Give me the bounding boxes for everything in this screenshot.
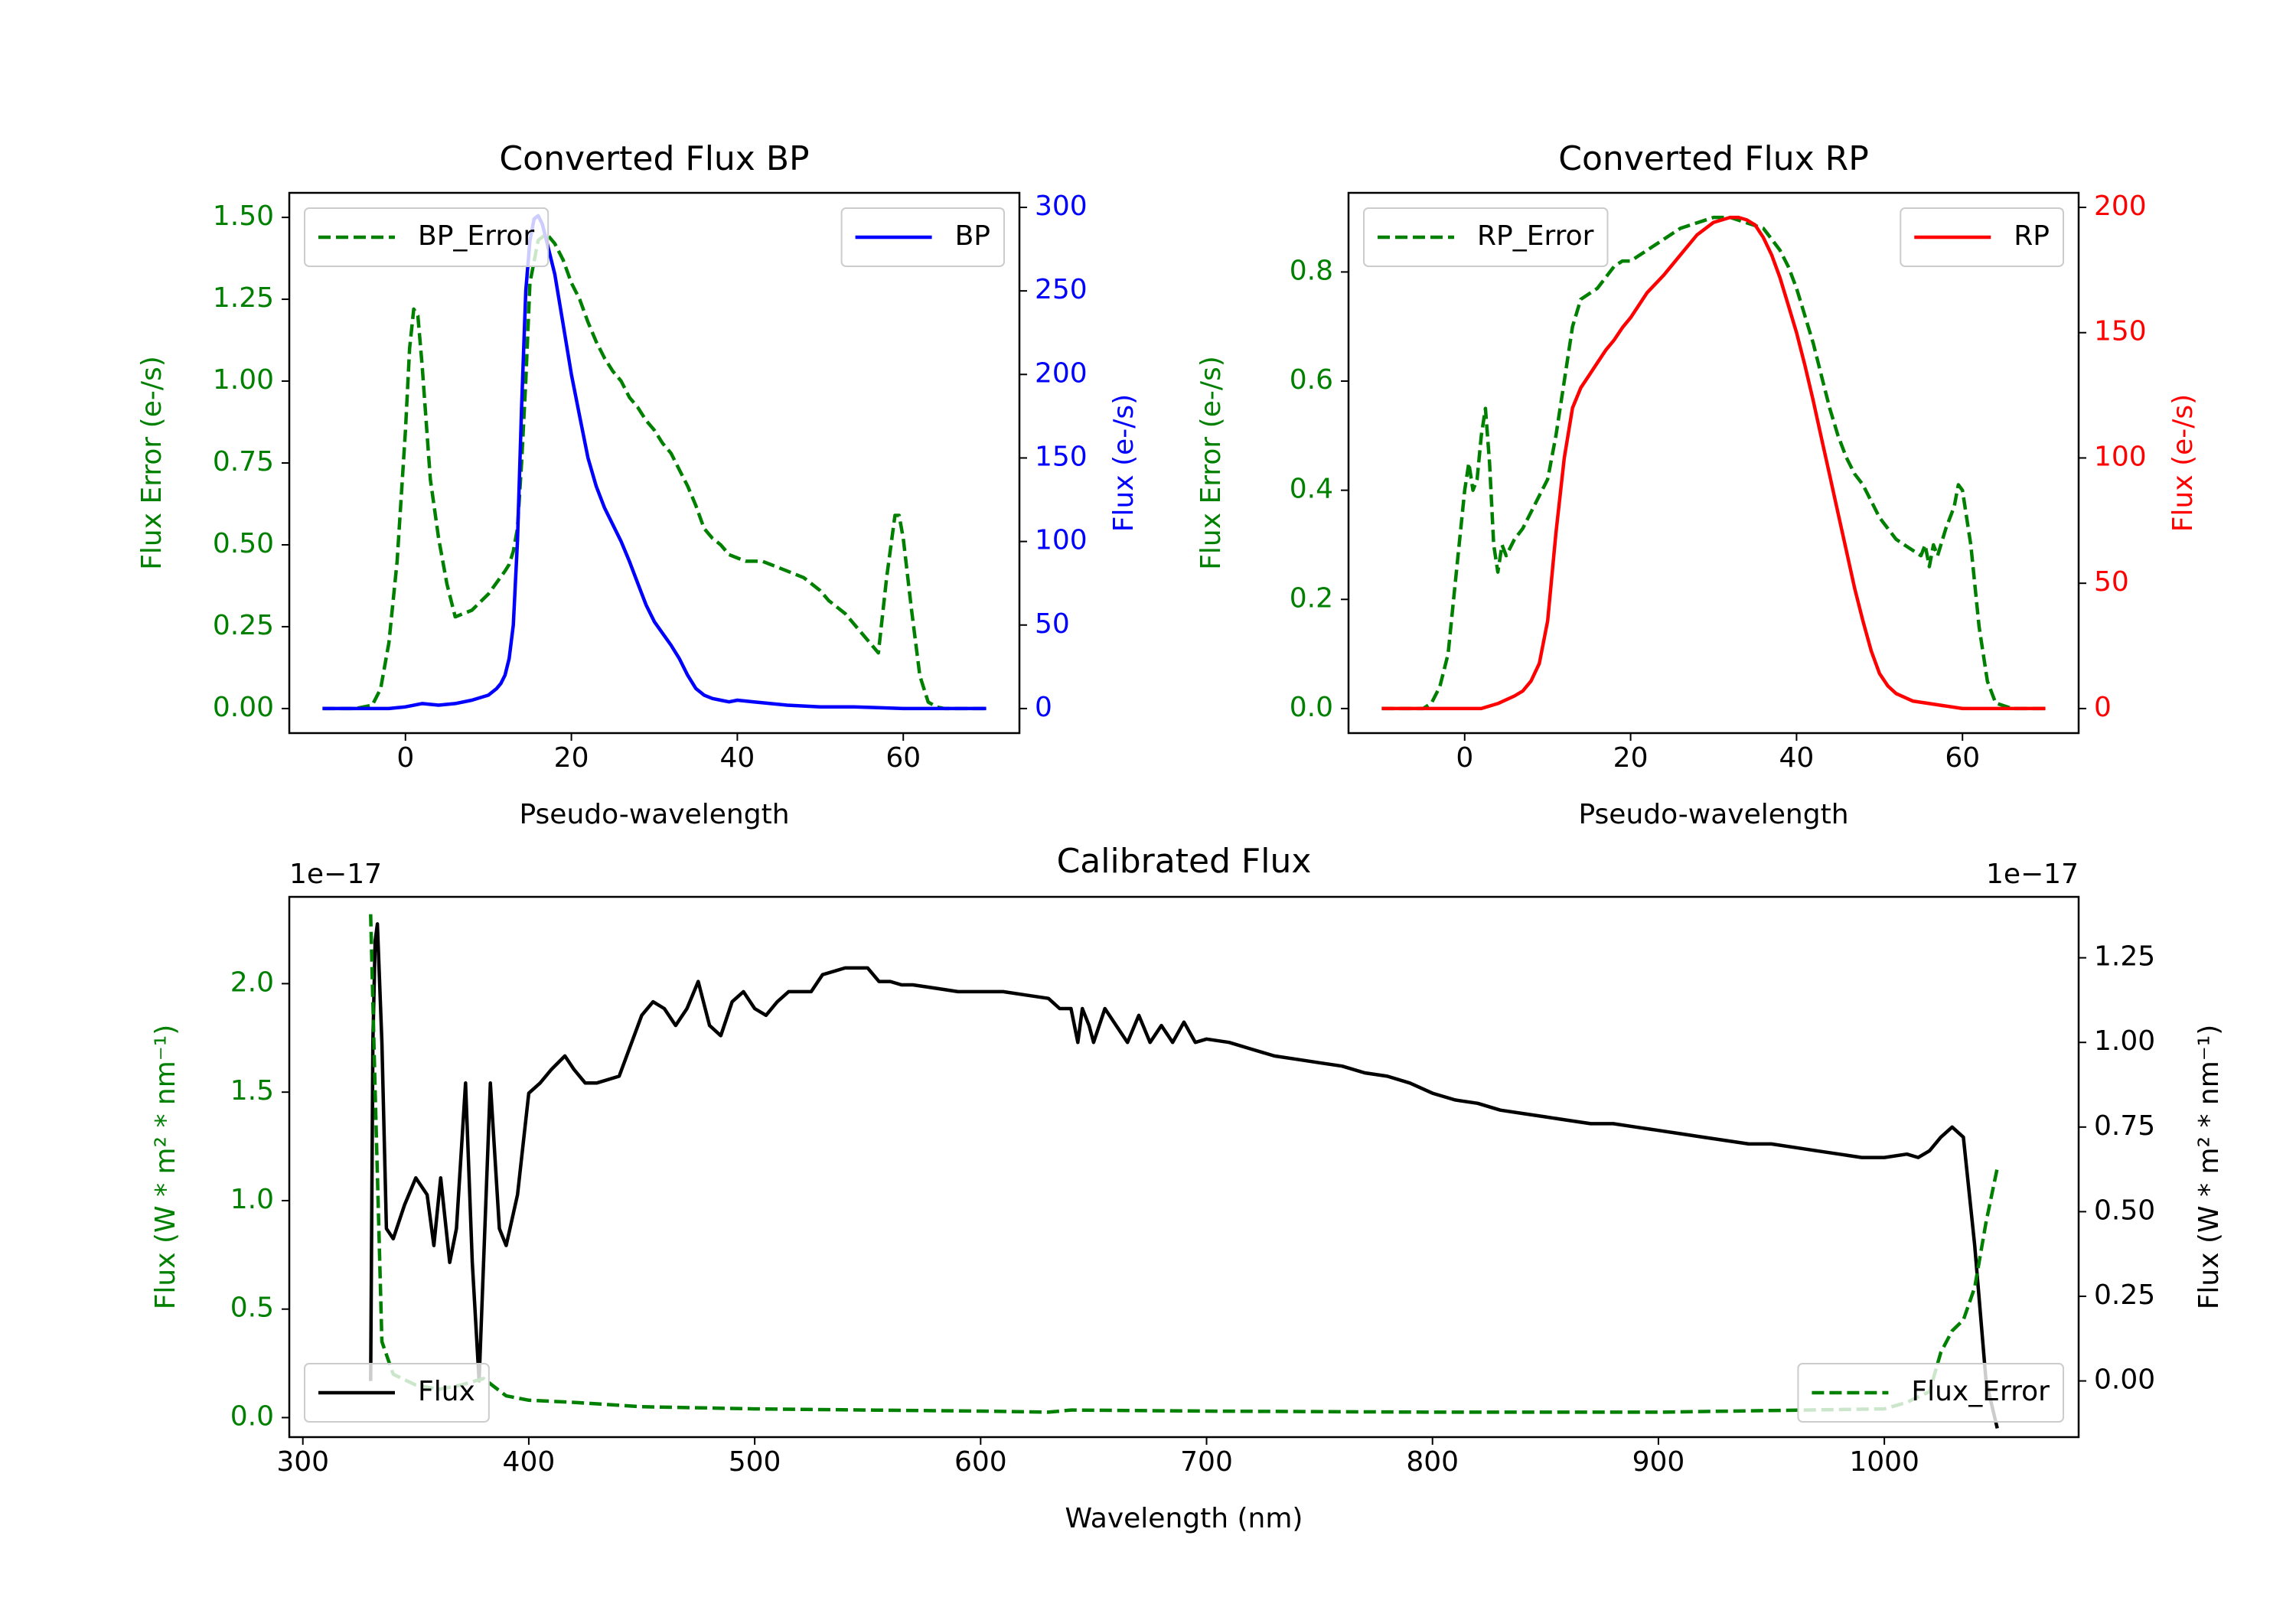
legend-box (304, 1363, 490, 1423)
bp-right-axis-label: Flux (e-/s) (1108, 394, 1140, 532)
rp-x-tick-label: 0 (1456, 742, 1473, 774)
bp-left-axis-label: Flux Error (e-/s) (136, 356, 168, 570)
bp-left-tick-label: 0.00 (213, 692, 274, 723)
cal-x-tick-label: 700 (1180, 1446, 1233, 1478)
cal-x-axis-label: Wavelength (nm) (1065, 1503, 1303, 1534)
cal-right-tick-label: 0.00 (2094, 1364, 2155, 1396)
bp-legend-bp: BP (840, 207, 1005, 267)
bp-right-tick-label: 200 (1035, 357, 1088, 389)
rp-right-tick-label: 0 (2094, 692, 2112, 723)
rp-x-axis-label: Pseudo-wavelength (1578, 799, 1848, 830)
legend-box (1363, 207, 1609, 267)
bp-left-tick-label: 0.50 (213, 528, 274, 559)
cal-right-offset-text: 1e−17 (1986, 859, 2079, 890)
cal-x-tick-label: 900 (1632, 1446, 1685, 1478)
bp-x-tick-label: 20 (554, 742, 589, 774)
rp-legend-rp: RP (1900, 207, 2064, 267)
cal-series-flux (369, 922, 1999, 1429)
bp-x-tick-label: 60 (885, 742, 921, 774)
cal-x-tick-label: 300 (276, 1446, 329, 1478)
bp-left-tick-label: 0.25 (213, 610, 274, 641)
cal-left-tick-label: 2.0 (230, 966, 274, 998)
rp-left-tick-label: 0.6 (1290, 364, 1333, 396)
cal-right-tick-label: 0.50 (2094, 1195, 2155, 1226)
rp-plot-frame (1347, 191, 2080, 735)
cal-left-tick-label: 1.0 (230, 1184, 274, 1215)
legend-box (1797, 1363, 2064, 1423)
rp-right-tick-label: 200 (2094, 191, 2147, 222)
bp-left-tick-label: 1.25 (213, 282, 274, 314)
rp-right-axis-label: Flux (e-/s) (2167, 394, 2199, 532)
cal-x-tick-label: 1000 (1849, 1446, 1919, 1478)
bp-x-axis-label: Pseudo-wavelength (519, 799, 789, 830)
rp-left-tick-label: 0.2 (1290, 582, 1333, 614)
cal-right-tick-label: 1.00 (2094, 1025, 2155, 1057)
cal-left-tick-label: 0.0 (230, 1400, 274, 1432)
legend-label: BP (955, 220, 990, 252)
bp-right-tick-label: 250 (1035, 274, 1088, 305)
cal-left-tick-label: 1.5 (230, 1075, 274, 1107)
bp-series-bp (322, 214, 987, 711)
cal-right-tick-label: 0.25 (2094, 1279, 2155, 1311)
calibrated-panel: 300 400 500 600 700 800 900 1000 Wavelength (nm)… (150, 842, 2225, 1534)
rp-series-rp (1381, 215, 2046, 711)
cal-right-tick-label: 0.75 (2094, 1110, 2155, 1142)
legend-label: BP_Error (418, 220, 534, 252)
cal-x-tick-label: 600 (954, 1446, 1007, 1478)
cal-legend-flux: Flux (304, 1363, 490, 1423)
bp-x-tick-label: 0 (396, 742, 414, 774)
cal-legend-flux-error: Flux_Error (1797, 1363, 2064, 1423)
legend-label: RP (2014, 220, 2050, 252)
cal-title: Calibrated Flux (1057, 842, 1312, 881)
cal-x-tick-label: 400 (503, 1446, 556, 1478)
cal-x-tick-label: 800 (1406, 1446, 1459, 1478)
cal-left-tick-label: 0.5 (230, 1292, 274, 1324)
rp-x-tick-label: 20 (1613, 742, 1649, 774)
cal-right-tick-label: 1.25 (2094, 941, 2155, 973)
rp-x-tick-label: 60 (1945, 742, 1980, 774)
legend-label: Flux_Error (1911, 1376, 2050, 1407)
rp-right-tick-label: 150 (2094, 316, 2147, 347)
bp-right-tick-label: 50 (1035, 608, 1070, 640)
cal-series-flux-error (369, 914, 1999, 1414)
bp-left-tick-label: 1.50 (213, 200, 274, 232)
bp-title: Converted Flux BP (499, 139, 809, 178)
rp-series-rp-error (1381, 215, 2046, 711)
legend-box (304, 207, 550, 267)
rp-title: Converted Flux RP (1558, 139, 1869, 178)
legend-label: Flux (418, 1376, 475, 1407)
bp-left-tick-label: 0.75 (213, 446, 274, 478)
rp-x-tick-label: 40 (1779, 742, 1815, 774)
cal-x-tick-label: 500 (729, 1446, 781, 1478)
cal-right-axis-label: Flux (W * m² * nm⁻¹) (2193, 1025, 2225, 1310)
cal-plot-frame (288, 895, 2080, 1439)
bp-right-tick-label: 0 (1035, 692, 1052, 723)
bp-right-tick-label: 300 (1035, 191, 1088, 222)
cal-left-axis-label: Flux (W * m² * nm⁻¹) (150, 1025, 181, 1310)
rp-right-tick-label: 100 (2094, 441, 2147, 472)
rp-right-tick-label: 50 (2094, 566, 2129, 598)
rp-legend-rp-error: RP_Error (1363, 207, 1609, 267)
bp-right-tick-label: 100 (1035, 525, 1088, 556)
cal-left-offset-text: 1e−17 (289, 859, 382, 890)
rp-left-tick-label: 0.4 (1290, 474, 1333, 505)
bp-legend-bp-error: BP_Error (304, 207, 550, 267)
rp-left-tick-label: 0.0 (1290, 692, 1333, 723)
legend-label: RP_Error (1477, 220, 1594, 252)
bp-left-tick-label: 1.00 (213, 364, 274, 396)
rp-left-tick-label: 0.8 (1290, 255, 1333, 286)
rp-panel: 0 20 40 60 Pseudo-wavelength 0.0 0.2 0.4 0.6 0.8 F… (1195, 139, 2199, 830)
bp-series-bp-error (322, 232, 987, 711)
bp-x-tick-label: 40 (720, 742, 755, 774)
bp-panel: 0 20 40 60 Pseudo-wavelength 0.00 0.25 0.50 0.75… (136, 139, 1140, 830)
rp-left-axis-label: Flux Error (e-/s) (1195, 356, 1227, 570)
bp-right-tick-label: 150 (1035, 441, 1088, 472)
